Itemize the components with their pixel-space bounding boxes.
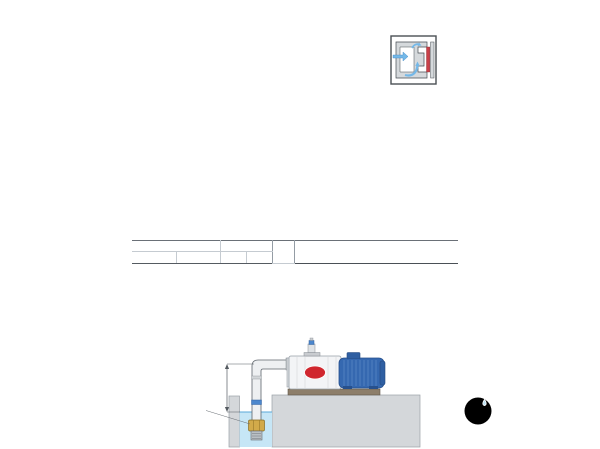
brand-logo xyxy=(464,397,492,425)
pipe-coupling xyxy=(251,375,262,380)
column-header-kw xyxy=(220,251,247,264)
column-header-type xyxy=(132,240,221,252)
column-header-single-phase xyxy=(132,251,177,264)
valve-leader-line xyxy=(205,410,251,425)
water-drop-icon xyxy=(482,398,487,407)
column-header-three-phase xyxy=(176,251,221,264)
motor-foot xyxy=(369,386,378,389)
platform-block xyxy=(271,394,421,448)
performance-chart xyxy=(130,12,600,230)
flow-arrow-icon xyxy=(392,51,409,62)
installation-schema xyxy=(205,337,421,448)
column-header-power xyxy=(220,240,273,252)
fan-cover xyxy=(379,360,386,386)
motor-fins xyxy=(343,360,377,386)
strainer xyxy=(250,430,263,441)
technical-data-table xyxy=(132,240,458,264)
column-header-hp xyxy=(246,251,273,264)
brand-circle xyxy=(464,397,492,425)
pump-logo-badge xyxy=(304,365,326,380)
discharge-port xyxy=(307,343,316,353)
flow-arrow-icon xyxy=(404,64,419,77)
check-valve xyxy=(248,419,265,432)
pump-cross-section-inset xyxy=(390,35,437,85)
pipe-union xyxy=(251,399,262,405)
well-wall-left xyxy=(228,395,240,448)
terminal-box xyxy=(346,352,361,359)
mounting-plank xyxy=(287,388,381,396)
motor-foot xyxy=(343,386,352,389)
discharge-plug xyxy=(308,340,315,345)
column-header-q xyxy=(272,240,295,264)
motor-housing xyxy=(338,357,385,389)
impeller-strip xyxy=(426,46,430,73)
discharge-base xyxy=(303,352,321,357)
